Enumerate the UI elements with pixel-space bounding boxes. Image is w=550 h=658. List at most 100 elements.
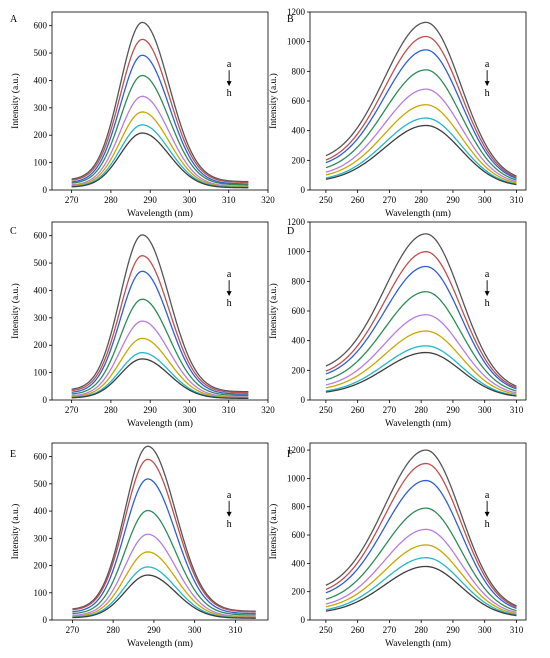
y-tick-label: 400: [34, 285, 48, 295]
y-tick-label: 0: [43, 185, 48, 195]
y-tick-label: 200: [34, 561, 48, 571]
arrow-label-top: a: [485, 490, 490, 501]
y-tick-label: 600: [292, 96, 306, 106]
series-line-c: [325, 479, 517, 610]
x-tick-label: 300: [183, 195, 197, 205]
panel-label: A: [10, 14, 18, 25]
series-line-a: [325, 233, 517, 387]
arrow-label-bottom: h: [227, 519, 232, 530]
x-tick-label: 290: [446, 405, 460, 415]
series-line-h: [72, 574, 256, 619]
y-tick-label: 800: [292, 276, 306, 286]
y-tick-label: 100: [34, 588, 48, 598]
series-line-c: [325, 49, 517, 179]
series-line-c: [325, 265, 517, 390]
y-tick-label: 400: [34, 506, 48, 516]
y-axis-title: Intensity (a.u.): [268, 73, 279, 129]
x-tick-label: 270: [65, 195, 79, 205]
y-axis-title: Intensity (a.u.): [268, 504, 279, 560]
y-tick-label: 600: [34, 231, 48, 241]
y-tick-label: 600: [292, 306, 306, 316]
panel-label: F: [287, 449, 293, 460]
chart-panel-b: 250 260 270 280 290 300 310 0 200 400 600 800 1000 12…: [268, 7, 527, 219]
arrow-head: [484, 81, 490, 87]
series-line-h: [71, 358, 249, 399]
series-line-d: [72, 509, 256, 616]
x-tick-label: 250: [319, 405, 333, 415]
series-line-b: [325, 35, 517, 178]
x-tick-label: 270: [383, 405, 397, 415]
y-tick-label: 0: [43, 395, 48, 405]
y-axis-title: Intensity (a.u.): [10, 504, 21, 560]
chart-panel-c: 270 280 290 300 310 320 0 100 200 300 400 500 600 Wav…: [10, 221, 275, 429]
series-line-b: [71, 255, 249, 394]
x-axis-title: Wavelength (nm): [385, 418, 451, 429]
series-line-a: [71, 234, 249, 393]
x-tick-label: 290: [143, 195, 157, 205]
y-tick-label: 0: [43, 615, 48, 625]
y-tick-label: 200: [292, 365, 306, 375]
series-line-d: [325, 69, 517, 181]
x-tick-label: 280: [414, 625, 428, 635]
x-tick-label: 310: [222, 195, 236, 205]
x-tick-label: 300: [478, 625, 492, 635]
series-line-g: [325, 117, 517, 185]
series-line-f: [325, 544, 517, 615]
arrow-head: [226, 291, 232, 297]
series-line-f: [325, 330, 517, 395]
x-tick-label: 320: [261, 405, 275, 415]
chart-panel-f: 250 260 270 280 290 300 310 0 200 400 600 800 1000 12…: [268, 442, 527, 649]
series-line-d: [71, 74, 249, 186]
x-tick-label: 310: [510, 195, 524, 205]
x-tick-label: 280: [104, 405, 118, 415]
series-line-c: [71, 270, 249, 395]
arrow-label-top: a: [227, 59, 232, 70]
plot-frame: [309, 442, 527, 621]
series-line-f: [325, 104, 517, 184]
series-line-d: [71, 298, 249, 397]
x-tick-label: 300: [478, 195, 492, 205]
series-line-h: [325, 124, 517, 186]
arrow-label-top: a: [227, 269, 232, 280]
y-tick-label: 1200: [287, 7, 306, 17]
chart-panel-e: 270 280 290 300 310 0 100 200 300 400 500 600 Wavele…: [10, 442, 269, 649]
x-tick-label: 310: [222, 405, 236, 415]
y-tick-label: 1200: [287, 445, 306, 455]
series-line-h: [71, 132, 249, 189]
y-tick-label: 1200: [287, 217, 306, 227]
arrow-head: [484, 291, 490, 297]
y-tick-label: 500: [34, 479, 48, 489]
series-line-f: [71, 111, 249, 188]
y-tick-label: 200: [292, 587, 306, 597]
series-line-e: [325, 314, 517, 394]
y-tick-label: 300: [34, 103, 48, 113]
y-tick-label: 1000: [287, 247, 306, 257]
series-line-d: [325, 291, 517, 392]
y-axis-title: Intensity (a.u.): [268, 283, 279, 339]
x-axis-title: Wavelength (nm): [127, 418, 193, 429]
series-line-g: [71, 124, 249, 189]
series-line-f: [72, 551, 256, 618]
y-tick-label: 400: [292, 336, 306, 346]
x-tick-label: 290: [147, 625, 161, 635]
series-line-h: [325, 351, 517, 397]
arrow-label-top: a: [227, 490, 232, 501]
series-line-a: [325, 449, 517, 607]
panel-label: D: [287, 226, 294, 237]
x-tick-label: 320: [261, 195, 275, 205]
y-tick-label: 600: [292, 530, 306, 540]
chart-panel-a: 270 280 290 300 310 320 0 100 200 300 400 500 600 Wav…: [10, 11, 275, 219]
series-line-b: [72, 458, 256, 613]
series-line-h: [325, 565, 517, 617]
arrow-label-bottom: h: [485, 298, 490, 309]
series-line-f: [71, 337, 249, 399]
y-tick-label: 200: [292, 155, 306, 165]
series-line-d: [325, 507, 517, 612]
y-tick-label: 300: [34, 533, 48, 543]
series-line-c: [72, 478, 256, 615]
x-tick-label: 260: [351, 405, 365, 415]
series-line-a: [71, 21, 249, 183]
x-tick-label: 310: [229, 625, 243, 635]
series-line-e: [71, 95, 249, 187]
y-tick-label: 100: [34, 368, 48, 378]
